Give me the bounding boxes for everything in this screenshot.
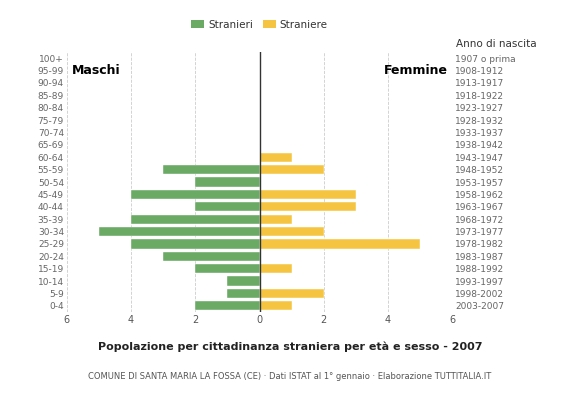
Bar — [260, 227, 324, 236]
Bar — [260, 202, 356, 212]
Bar — [163, 252, 260, 261]
Bar — [195, 202, 260, 212]
Bar — [260, 289, 324, 298]
Bar — [260, 214, 292, 224]
Bar — [260, 165, 324, 174]
Text: Maschi: Maschi — [71, 64, 120, 77]
Bar — [131, 190, 260, 199]
Bar — [260, 152, 292, 162]
Bar — [99, 227, 260, 236]
Text: COMUNE DI SANTA MARIA LA FOSSA (CE) · Dati ISTAT al 1° gennaio · Elaborazione TU: COMUNE DI SANTA MARIA LA FOSSA (CE) · Da… — [88, 372, 492, 381]
Bar — [195, 177, 260, 187]
Text: Femmine: Femmine — [383, 64, 448, 77]
Legend: Stranieri, Straniere: Stranieri, Straniere — [187, 16, 332, 34]
Bar — [131, 239, 260, 248]
Bar — [260, 301, 292, 310]
Bar — [260, 264, 292, 273]
Bar — [227, 289, 260, 298]
Bar — [131, 214, 260, 224]
Bar — [195, 301, 260, 310]
Bar — [227, 276, 260, 286]
Text: Anno di nascita: Anno di nascita — [456, 39, 537, 49]
Bar — [260, 190, 356, 199]
Text: Popolazione per cittadinanza straniera per età e sesso - 2007: Popolazione per cittadinanza straniera p… — [98, 342, 482, 352]
Bar — [195, 264, 260, 273]
Bar — [163, 165, 260, 174]
Bar — [260, 239, 420, 248]
